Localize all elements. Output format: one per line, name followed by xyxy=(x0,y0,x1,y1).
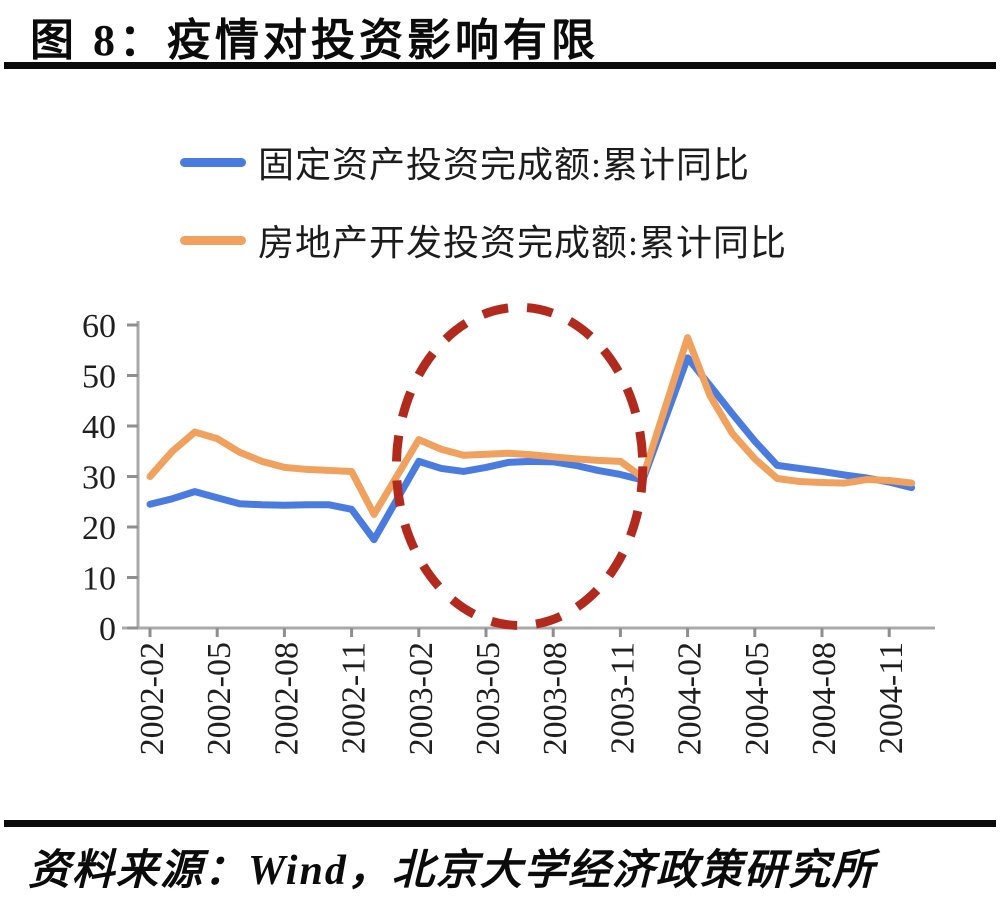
x-axis-tick-label: 2002-11 xyxy=(336,642,373,754)
x-axis-tick-label: 2003-11 xyxy=(604,642,641,754)
x-axis-tick-label: 2002-02 xyxy=(134,642,171,755)
x-axis-tick-label: 2003-05 xyxy=(470,642,507,755)
legend-item-real-estate-investment: 房地产开发投资完成额:累计同比 xyxy=(180,216,787,264)
x-axis-tick-label: 2003-02 xyxy=(403,642,440,755)
legend-label-real-estate-investment: 房地产开发投资完成额:累计同比 xyxy=(258,223,788,263)
bottom-divider xyxy=(4,820,996,827)
y-axis-tick-label: 40 xyxy=(82,409,116,446)
highlight-ellipse-annotation xyxy=(391,302,648,630)
y-axis-tick-label: 0 xyxy=(99,611,116,648)
y-axis-tick-label: 30 xyxy=(82,460,116,497)
legend-line-swatch-blue xyxy=(180,157,246,167)
y-axis-tick-label: 50 xyxy=(82,359,116,396)
legend-line-swatch-orange xyxy=(180,235,246,245)
series-line-fixed-asset-investment xyxy=(146,354,916,544)
legend-item-fixed-asset-investment: 固定资产投资完成额:累计同比 xyxy=(180,138,787,186)
source-note: 资料来源：Wind，北京大学经济政策研究所 xyxy=(28,848,876,894)
series-line-real-estate-investment xyxy=(146,334,916,518)
chart-legend: 固定资产投资完成额:累计同比 房地产开发投资完成额:累计同比 xyxy=(180,138,787,294)
x-axis-tick-label: 2004-05 xyxy=(739,642,776,755)
line-chart: 0 10 20 30 40 50 60 2002-02 2002-05 2002-08 2002-1… xyxy=(82,302,935,755)
x-axis-tick-label: 2002-08 xyxy=(268,642,305,755)
x-axis-tick-label: 2004-08 xyxy=(806,642,843,755)
x-axis-tick-label: 2004-11 xyxy=(873,642,910,754)
figure-title: 图 8：疫情对投资影响有限 xyxy=(30,16,599,65)
top-divider xyxy=(4,62,996,69)
legend-label-fixed-asset-investment: 固定资产投资完成额:累计同比 xyxy=(258,145,751,185)
x-axis-tick-label: 2002-05 xyxy=(201,642,238,755)
x-axis-tick-label: 2004-02 xyxy=(672,642,709,755)
x-axis-tick-label: 2003-08 xyxy=(537,642,574,755)
y-axis-tick-label: 20 xyxy=(82,510,116,547)
y-axis-tick-label: 10 xyxy=(82,561,116,598)
y-axis-tick-label: 60 xyxy=(82,308,116,345)
